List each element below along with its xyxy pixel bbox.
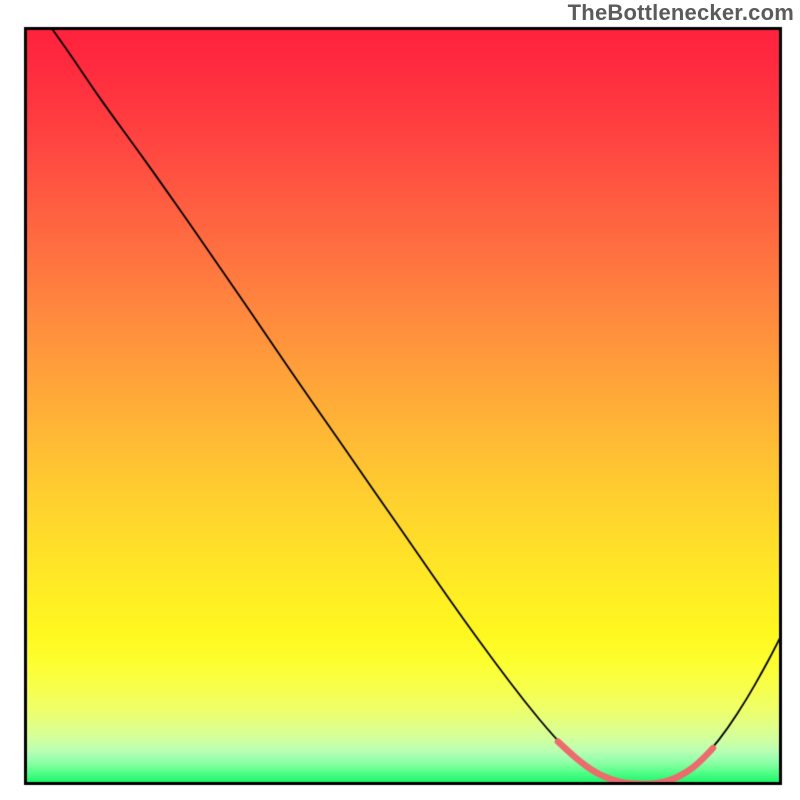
chart-canvas — [0, 0, 800, 800]
chart-container: TheBottlenecker.com — [0, 0, 800, 800]
watermark-label: TheBottlenecker.com — [568, 0, 794, 26]
